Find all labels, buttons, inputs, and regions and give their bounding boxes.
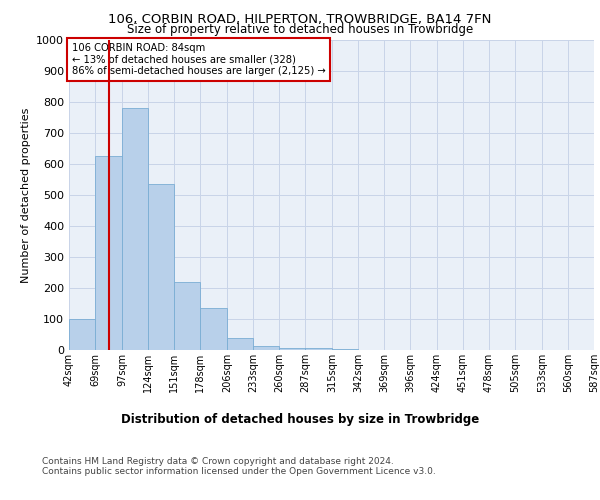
Text: 106, CORBIN ROAD, HILPERTON, TROWBRIDGE, BA14 7FN: 106, CORBIN ROAD, HILPERTON, TROWBRIDGE,… — [109, 12, 491, 26]
Bar — [148, 184, 174, 350]
Text: Size of property relative to detached houses in Trowbridge: Size of property relative to detached ho… — [127, 22, 473, 36]
Text: 106 CORBIN ROAD: 84sqm
← 13% of detached houses are smaller (328)
86% of semi-de: 106 CORBIN ROAD: 84sqm ← 13% of detached… — [71, 43, 325, 76]
Bar — [200, 308, 227, 350]
Bar — [253, 346, 279, 350]
Text: Contains public sector information licensed under the Open Government Licence v3: Contains public sector information licen… — [42, 468, 436, 476]
Bar — [122, 108, 148, 350]
Bar — [305, 348, 332, 350]
Bar — [174, 282, 200, 350]
Bar — [69, 319, 95, 350]
Bar — [227, 338, 253, 350]
Bar — [279, 348, 305, 350]
Bar — [95, 156, 122, 350]
Text: Contains HM Land Registry data © Crown copyright and database right 2024.: Contains HM Land Registry data © Crown c… — [42, 458, 394, 466]
Text: Distribution of detached houses by size in Trowbridge: Distribution of detached houses by size … — [121, 412, 479, 426]
Y-axis label: Number of detached properties: Number of detached properties — [20, 108, 31, 282]
